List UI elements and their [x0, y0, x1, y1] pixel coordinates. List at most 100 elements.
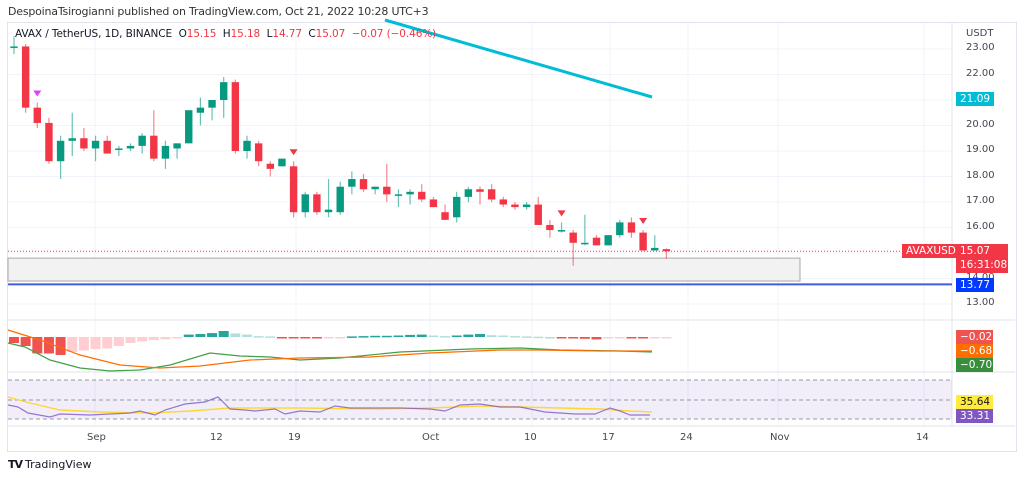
- macd-histogram-bar: [265, 336, 276, 338]
- candle-body: [476, 189, 484, 192]
- macd-histogram-bar: [463, 334, 474, 337]
- time-tick: 14: [916, 432, 929, 443]
- macd-histogram-bar: [113, 337, 124, 346]
- price-tick: 13.00: [966, 297, 995, 308]
- candle-body: [557, 230, 566, 232]
- macd-histogram-bar: [218, 331, 229, 337]
- price-tick: 14.00: [966, 271, 995, 283]
- close-value: 15.07: [315, 28, 346, 40]
- candle-body: [91, 140, 100, 149]
- trendline: [384, 18, 653, 99]
- price-tick: 16.00: [966, 220, 995, 232]
- candle-body: [138, 135, 146, 146]
- macd-histogram-bar: [288, 337, 299, 339]
- macd-histogram-bar: [579, 337, 590, 339]
- macd-histogram-bar: [381, 335, 392, 338]
- candle-body: [546, 224, 554, 231]
- time-tick: 10: [524, 432, 537, 443]
- macd-histogram-bar: [9, 337, 19, 343]
- time-tick: 12: [210, 432, 223, 443]
- range-box: [7, 257, 801, 282]
- sell-signal-icon: [33, 90, 42, 97]
- candle-body: [173, 143, 181, 149]
- candle-body: [231, 82, 240, 151]
- candle-body: [161, 145, 170, 159]
- tradingview-footer[interactable]: TV TradingView: [8, 458, 92, 471]
- symbol-legend: AVAX / TetherUS, 1D, BINANCE O15.15 H15.…: [15, 28, 437, 40]
- macd-signal-line: [7, 329, 652, 369]
- macd-histogram-bar: [183, 334, 194, 337]
- time-tick: Sep: [87, 432, 106, 443]
- last-price: 15.07: [960, 245, 991, 257]
- candle-body: [56, 140, 65, 162]
- rsi-ma-line: [7, 396, 653, 414]
- macd-histogram-bar: [253, 336, 264, 338]
- candle-body: [499, 199, 507, 205]
- macd-histogram-bar: [428, 335, 439, 337]
- macd-line: [7, 342, 653, 372]
- macd-histogram-bar: [346, 336, 357, 338]
- chart-frame: [7, 22, 1017, 452]
- rsi-line: [7, 396, 650, 418]
- candle-body: [103, 140, 111, 154]
- candle-body: [150, 135, 158, 159]
- candle-body: [429, 199, 438, 208]
- candle-body: [80, 138, 88, 149]
- candle-body: [313, 194, 321, 213]
- open-value: 15.15: [186, 28, 217, 40]
- candle-body: [581, 242, 589, 245]
- rsi-ma-tag: 35.64: [956, 395, 993, 409]
- rsi-tag: 33.31: [956, 409, 993, 423]
- candle-body: [383, 186, 391, 195]
- candle-body: [569, 232, 577, 243]
- candle-body: [115, 148, 123, 150]
- macd-signal-tag: −0.68: [956, 344, 993, 358]
- macd-histogram-bar: [195, 334, 206, 337]
- price-tick: 18.00: [966, 169, 995, 181]
- candle-body: [324, 209, 333, 213]
- macd-histogram-bar: [323, 337, 334, 339]
- candle-body: [336, 186, 344, 213]
- candle-body: [522, 204, 531, 208]
- low-value: 14.77: [272, 28, 302, 40]
- macd-histogram-bar: [67, 337, 78, 352]
- macd-histogram-bar: [591, 337, 602, 340]
- macd-histogram-bar: [416, 334, 427, 337]
- candle-body: [487, 189, 496, 200]
- macd-histogram-bar: [614, 337, 625, 339]
- candle-body: [511, 204, 519, 208]
- symbol-tag: AVAXUSDT: [902, 244, 967, 258]
- macd-histogram-bar: [475, 334, 485, 337]
- price-tick: 23.00: [966, 42, 995, 53]
- high-value: 15.18: [230, 28, 261, 40]
- candle-body: [266, 163, 274, 169]
- macd-histogram-bar: [626, 337, 637, 339]
- candle-body: [394, 194, 403, 196]
- time-tick: Nov: [770, 432, 790, 443]
- candle-body: [604, 235, 612, 246]
- macd-histogram-bar: [311, 337, 322, 339]
- macd-histogram-bar: [661, 337, 672, 339]
- macd-histogram-bar: [451, 335, 462, 337]
- macd-histogram-bar: [148, 337, 159, 340]
- candle-body: [21, 46, 30, 108]
- sell-signal-icon: [639, 218, 648, 225]
- brand-name: TradingView: [25, 458, 92, 471]
- macd-histogram-bar: [125, 337, 136, 343]
- candle-body: [243, 140, 251, 151]
- candle-body: [464, 189, 473, 197]
- candle-body: [196, 107, 205, 113]
- price-tick: 17.00: [966, 195, 995, 206]
- candle-body: [10, 46, 18, 48]
- trendline-price-tag: 21.09: [956, 92, 995, 106]
- macd-histogram-bar: [568, 337, 579, 339]
- macd-histogram-bar: [207, 333, 218, 337]
- tradingview-logo-icon: TV: [8, 458, 23, 471]
- candle-body: [254, 143, 263, 162]
- macd-histogram-bar: [440, 336, 451, 338]
- candle-body: [616, 222, 624, 236]
- price-tick: 19.00: [966, 144, 995, 155]
- macd-histogram-bar: [521, 336, 532, 338]
- macd-histogram-bar: [300, 337, 311, 339]
